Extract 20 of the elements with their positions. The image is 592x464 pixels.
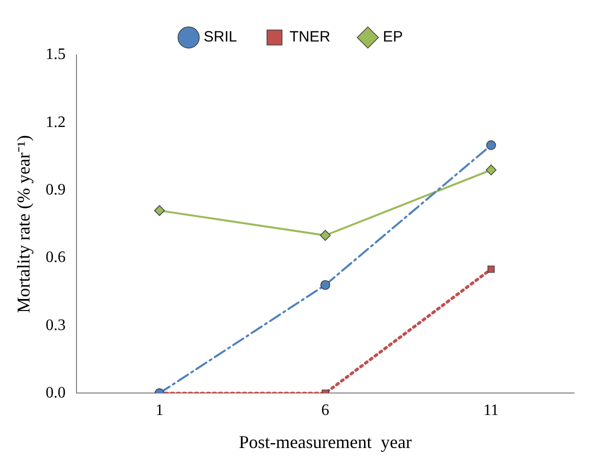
point (486, 140, 496, 150)
legend-label: TNER (290, 28, 330, 46)
x-tick-label: 11 (483, 402, 499, 420)
y-tick-label: 0.9 (46, 181, 66, 198)
x-tick-label: 1 (156, 402, 164, 420)
point (320, 280, 330, 290)
y-tick-label: 1.5 (46, 46, 66, 64)
legend-label: EP (382, 28, 403, 46)
y-axis-title: Mortality rate (% year⁻¹) (14, 135, 34, 314)
y-tick-label: 1.2 (46, 114, 66, 131)
y-tick-label: 0.6 (46, 249, 66, 266)
y-tick-label: 0.3 (46, 316, 66, 334)
x-tick-label: 6 (321, 402, 330, 420)
point (154, 205, 165, 216)
point (320, 230, 331, 241)
point (486, 164, 496, 176)
y-tick-label: 0.0 (46, 384, 66, 402)
point (488, 266, 495, 273)
x-axis-title: Post-measurement year (238, 432, 412, 452)
legend-label: SRIL (204, 28, 238, 46)
